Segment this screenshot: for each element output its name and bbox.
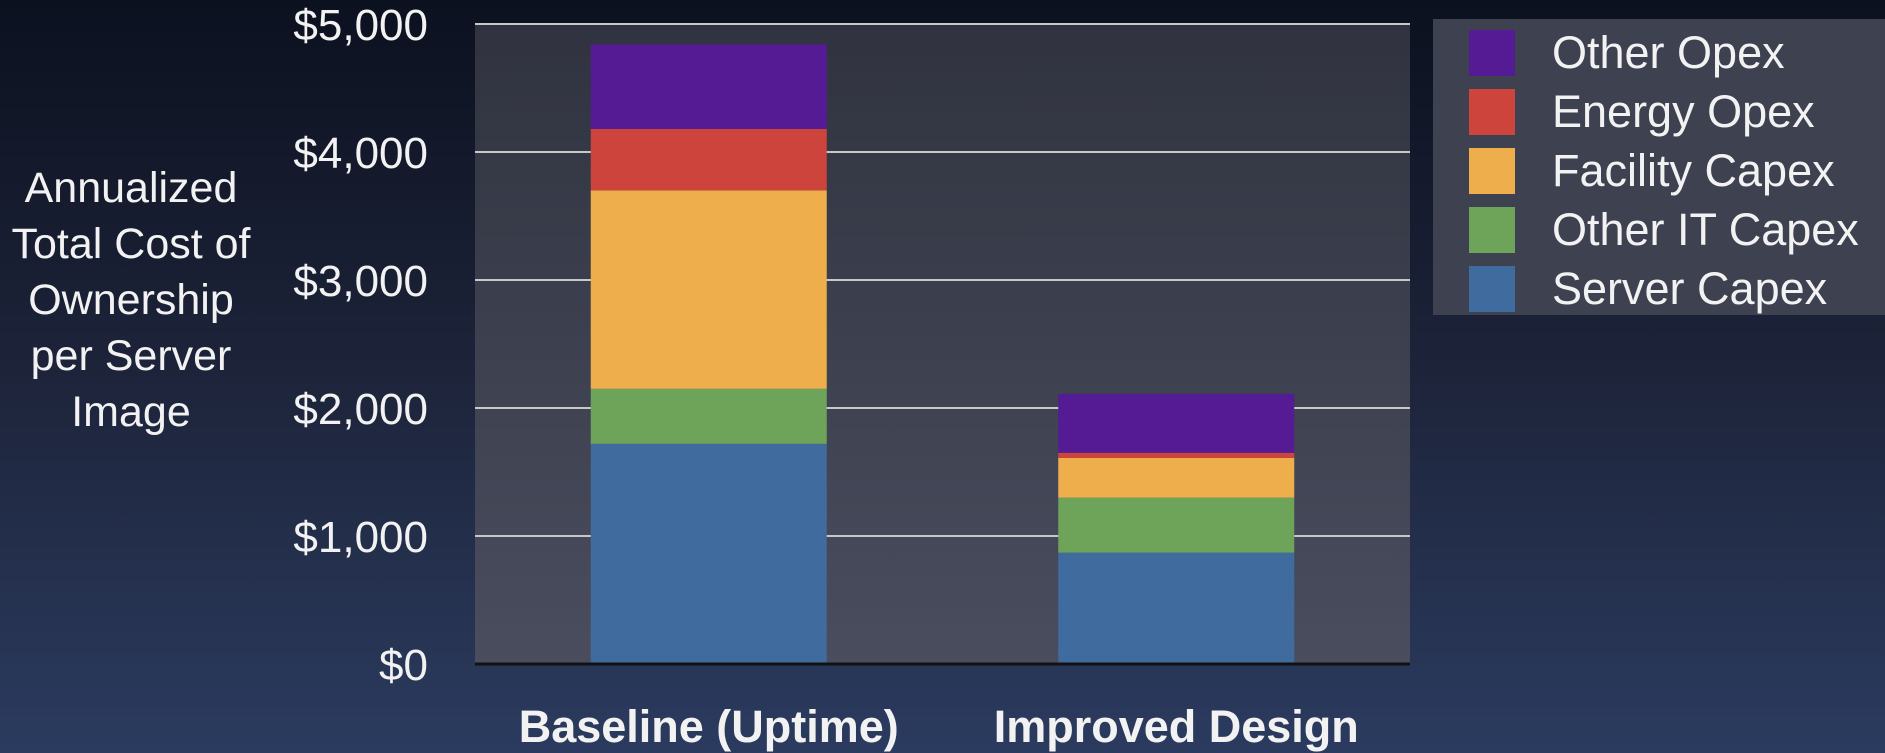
legend-label: Energy Opex (1552, 86, 1815, 137)
bar-energy-opex (1058, 452, 1295, 458)
x-tick-label: Improved Design (994, 701, 1359, 752)
x-tick-label: Baseline (Uptime) (519, 701, 899, 752)
legend-item: Server Capex (1469, 263, 1828, 314)
bar-facility-capex (1058, 457, 1295, 498)
bar-other-opex (1058, 393, 1295, 453)
y-tick-label: $2,000 (293, 385, 428, 434)
chart-legend: Other Opex Energy Opex Facility Capex Other… (1433, 19, 1885, 315)
legend-label: Other Opex (1552, 27, 1785, 78)
bar-facility-capex (590, 190, 827, 389)
bar-server-capex (590, 443, 827, 664)
y-tick-label: $3,000 (293, 257, 428, 306)
bar-server-capex (1058, 552, 1295, 664)
legend-label: Server Capex (1552, 263, 1828, 314)
bar-energy-opex (590, 128, 827, 191)
bar-other-it-capex (590, 388, 827, 444)
legend-item: Other Opex (1469, 27, 1785, 78)
legend-item: Facility Capex (1469, 145, 1835, 196)
y-tick-label: $0 (379, 641, 428, 690)
legend-swatch (1469, 207, 1515, 253)
legend-label: Facility Capex (1552, 145, 1835, 196)
legend-label: Other IT Capex (1552, 204, 1859, 255)
legend-swatch (1469, 266, 1515, 312)
bar-other-opex (590, 44, 827, 129)
legend-swatch (1469, 148, 1515, 194)
legend-swatch (1469, 30, 1515, 76)
legend-item: Other IT Capex (1469, 204, 1859, 255)
bar-other-it-capex (1058, 497, 1295, 553)
legend-swatch (1469, 89, 1515, 135)
legend-item: Energy Opex (1469, 86, 1815, 137)
y-tick-label: $5,000 (293, 1, 428, 50)
y-axis-label: Annualized Total Cost of Ownership per S… (11, 164, 251, 436)
y-tick-label: $1,000 (293, 513, 428, 562)
y-tick-label: $4,000 (293, 129, 428, 178)
